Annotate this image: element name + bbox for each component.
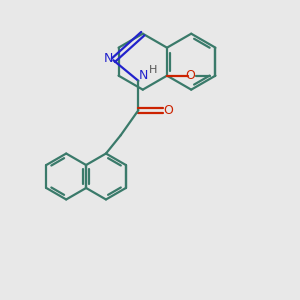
Text: O: O [186, 69, 196, 82]
Text: N: N [103, 52, 113, 65]
Text: N: N [139, 69, 148, 82]
Text: H: H [149, 64, 157, 75]
Text: O: O [164, 104, 174, 117]
